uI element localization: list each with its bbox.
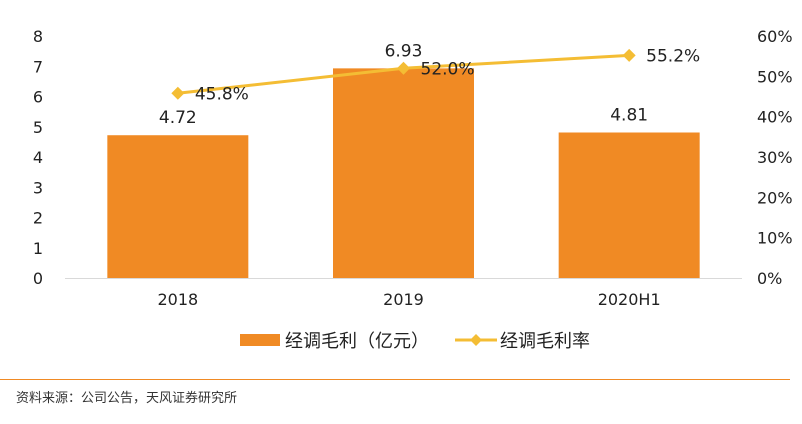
right-axis-tick-label: 30%: [757, 148, 793, 167]
left-axis-tick-label: 6: [33, 88, 43, 107]
bar-value-label: 4.81: [610, 105, 648, 125]
legend-line-marker: [470, 334, 482, 346]
right-axis-tick-label: 50%: [757, 67, 793, 86]
legend: 经调毛利（亿元） 经调毛利率: [240, 331, 590, 352]
bar-value-label: 6.93: [385, 41, 423, 61]
right-axis-tick-label: 40%: [757, 108, 793, 127]
left-axis-tick-label: 2: [33, 209, 43, 228]
line-value-label: 55.2%: [646, 46, 700, 66]
line-point-marker: [397, 61, 410, 75]
bar: [333, 68, 474, 279]
left-axis-tick-label: 8: [33, 27, 43, 46]
x-tick-label: 2018: [157, 290, 198, 309]
bar: [558, 132, 700, 278]
bar-value-label: 4.72: [159, 108, 197, 128]
x-tick-label: 2019: [383, 290, 424, 309]
left-axis-tick-label: 4: [33, 148, 43, 167]
left-axis-tick-label: 7: [33, 57, 43, 76]
right-axis-tick-label: 60%: [757, 27, 793, 46]
source-divider: [0, 379, 790, 380]
line-value-label: 52.0%: [421, 59, 475, 79]
line-point-marker: [171, 86, 185, 100]
line-value-label: 45.8%: [195, 84, 249, 104]
left-axis-tick-label: 5: [33, 118, 43, 137]
legend-bar-label: 经调毛利（亿元）: [285, 331, 429, 352]
legend-line-label: 经调毛利率: [500, 331, 590, 352]
left-axis-tick-label: 1: [33, 239, 43, 258]
left-axis-tick-label: 0: [33, 269, 43, 288]
x-tick-labels: 2018 2019 2020H1: [157, 290, 660, 309]
source-note: 资料来源：公司公告，天风证券研究所: [16, 391, 238, 406]
legend-bar-swatch: [240, 334, 280, 346]
right-axis-tick-label: 0%: [757, 269, 782, 288]
line-point-marker: [622, 48, 636, 62]
bar: [107, 135, 249, 278]
left-axis: 0 1 2 3 4 5 6 7 8: [33, 27, 43, 288]
right-axis-tick-label: 10%: [757, 229, 793, 248]
x-tick-label: 2020H1: [598, 290, 661, 309]
right-axis-tick-label: 20%: [757, 188, 793, 207]
left-axis-tick-label: 3: [33, 178, 43, 197]
right-axis: 0% 10% 20% 30% 40% 50% 60%: [757, 27, 793, 288]
bars: 4.72 6.93 4.81: [107, 41, 700, 279]
line-series: 45.8% 52.0% 55.2%: [171, 46, 700, 104]
